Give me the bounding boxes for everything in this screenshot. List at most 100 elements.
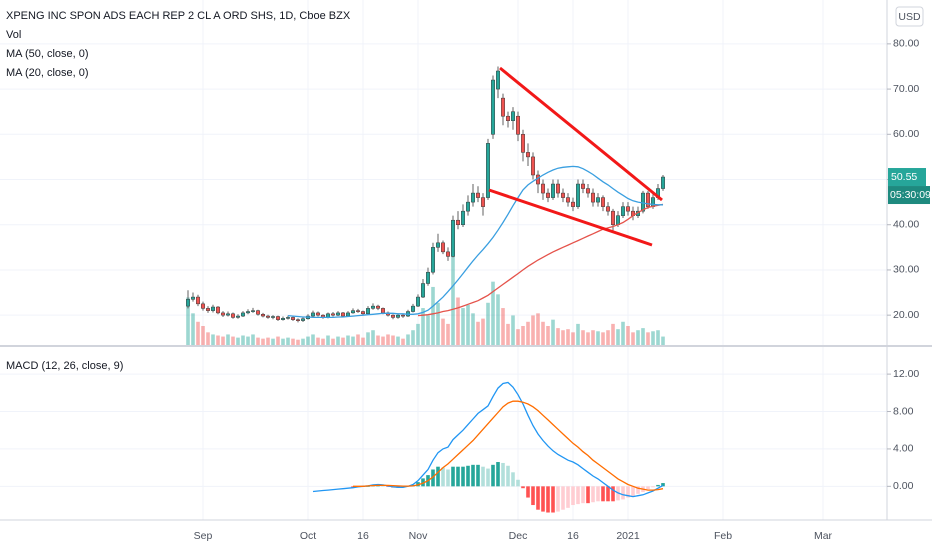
volume-bar xyxy=(621,321,625,345)
volume-bar xyxy=(216,335,220,345)
volume-bar xyxy=(411,330,415,345)
volume-bar xyxy=(376,335,380,345)
candle-body xyxy=(521,134,525,153)
volume-bar xyxy=(401,338,405,345)
candle-body xyxy=(221,312,225,316)
candle-body xyxy=(461,210,465,225)
volume-bar xyxy=(526,321,530,345)
histogram-bar xyxy=(656,484,660,487)
volume-bar xyxy=(451,250,455,345)
candle-body xyxy=(576,183,580,207)
volume-bar xyxy=(426,315,430,345)
grid xyxy=(0,0,887,520)
candle-body xyxy=(341,312,345,317)
volume-bar xyxy=(301,338,305,345)
volume-bar xyxy=(236,337,240,345)
candle-body xyxy=(646,192,650,207)
candle-body xyxy=(431,247,435,273)
volume-bar xyxy=(561,330,565,345)
candle-body xyxy=(621,206,625,216)
candle-body xyxy=(196,296,200,305)
histogram-bar xyxy=(566,486,570,508)
candle-body xyxy=(286,317,290,319)
volume-bar xyxy=(241,335,245,345)
volume-bar xyxy=(201,326,205,345)
volume-bar xyxy=(516,329,520,345)
histogram-bar xyxy=(456,466,460,487)
candle-body xyxy=(561,192,565,198)
candle-body xyxy=(651,197,655,207)
volume-bar xyxy=(331,338,335,345)
macd-layer xyxy=(312,381,665,513)
histogram-bar xyxy=(486,468,490,487)
volume-bar xyxy=(541,321,545,345)
histogram-bar xyxy=(436,466,440,487)
candle-body xyxy=(591,192,595,203)
volume-bar xyxy=(551,319,555,345)
volume-bar xyxy=(466,304,470,345)
candle-body xyxy=(211,306,215,311)
currency-label[interactable]: USD xyxy=(898,11,921,23)
histogram-bar xyxy=(421,478,425,487)
last-price-box xyxy=(888,168,926,187)
volume-bar xyxy=(226,334,230,345)
candle-body xyxy=(661,176,665,189)
volume-bar xyxy=(246,336,250,345)
volume-bar xyxy=(386,334,390,345)
volume-bar xyxy=(586,332,590,345)
y-tick-label: 30.00 xyxy=(893,264,919,276)
candle-body xyxy=(471,192,475,203)
x-tick-label: Feb xyxy=(714,530,732,542)
countdown-label: 05:30:09 xyxy=(890,189,931,201)
candle-body xyxy=(401,314,405,317)
volume-bar xyxy=(646,332,650,345)
histogram-bar xyxy=(441,467,445,487)
candle-body xyxy=(191,296,195,300)
candle-body xyxy=(296,319,300,321)
volume-bar xyxy=(661,336,665,345)
histogram-bar xyxy=(626,486,630,498)
candle-body xyxy=(346,312,350,317)
ma20-legend: MA (20, close, 0) xyxy=(6,67,89,79)
volume-bar xyxy=(231,336,235,345)
histogram-bar xyxy=(511,472,515,487)
candle-layer xyxy=(186,66,665,323)
volume-bar xyxy=(571,332,575,345)
histogram-bar xyxy=(491,464,495,487)
ma50-legend: MA (50, close, 0) xyxy=(6,48,89,60)
volume-bar xyxy=(326,335,330,345)
volume-bar xyxy=(506,323,510,345)
histogram-bar xyxy=(506,465,510,487)
candle-body xyxy=(356,310,360,312)
histogram-bar xyxy=(661,483,665,487)
y-tick-label: 70.00 xyxy=(893,83,919,95)
volume-bar xyxy=(651,331,655,345)
candle-body xyxy=(641,192,645,212)
y-tick-label: 20.00 xyxy=(893,309,919,321)
volume-bar xyxy=(276,336,280,345)
y-tick-label: 4.00 xyxy=(893,443,914,455)
candle-body xyxy=(396,314,400,318)
candle-body xyxy=(236,315,240,318)
volume-bar xyxy=(186,297,190,345)
candle-body xyxy=(606,206,610,212)
volume-bar xyxy=(286,337,290,345)
volume-bar xyxy=(316,337,320,345)
volume-bar xyxy=(436,302,440,345)
volume-bar xyxy=(421,308,425,345)
candle-body xyxy=(301,318,305,321)
x-tick-label: Nov xyxy=(409,530,428,542)
volume-bar xyxy=(251,334,255,345)
candle-body xyxy=(616,215,620,225)
volume-bar xyxy=(486,302,490,345)
currency-button[interactable] xyxy=(895,6,924,27)
candle-body xyxy=(361,311,365,315)
volume-bar xyxy=(631,332,635,345)
volume-bar xyxy=(606,330,610,345)
candle-body xyxy=(581,183,585,189)
candle-body xyxy=(526,152,530,158)
volume-bar xyxy=(496,294,500,345)
candle-body xyxy=(551,183,555,198)
histogram-bar xyxy=(596,486,600,502)
